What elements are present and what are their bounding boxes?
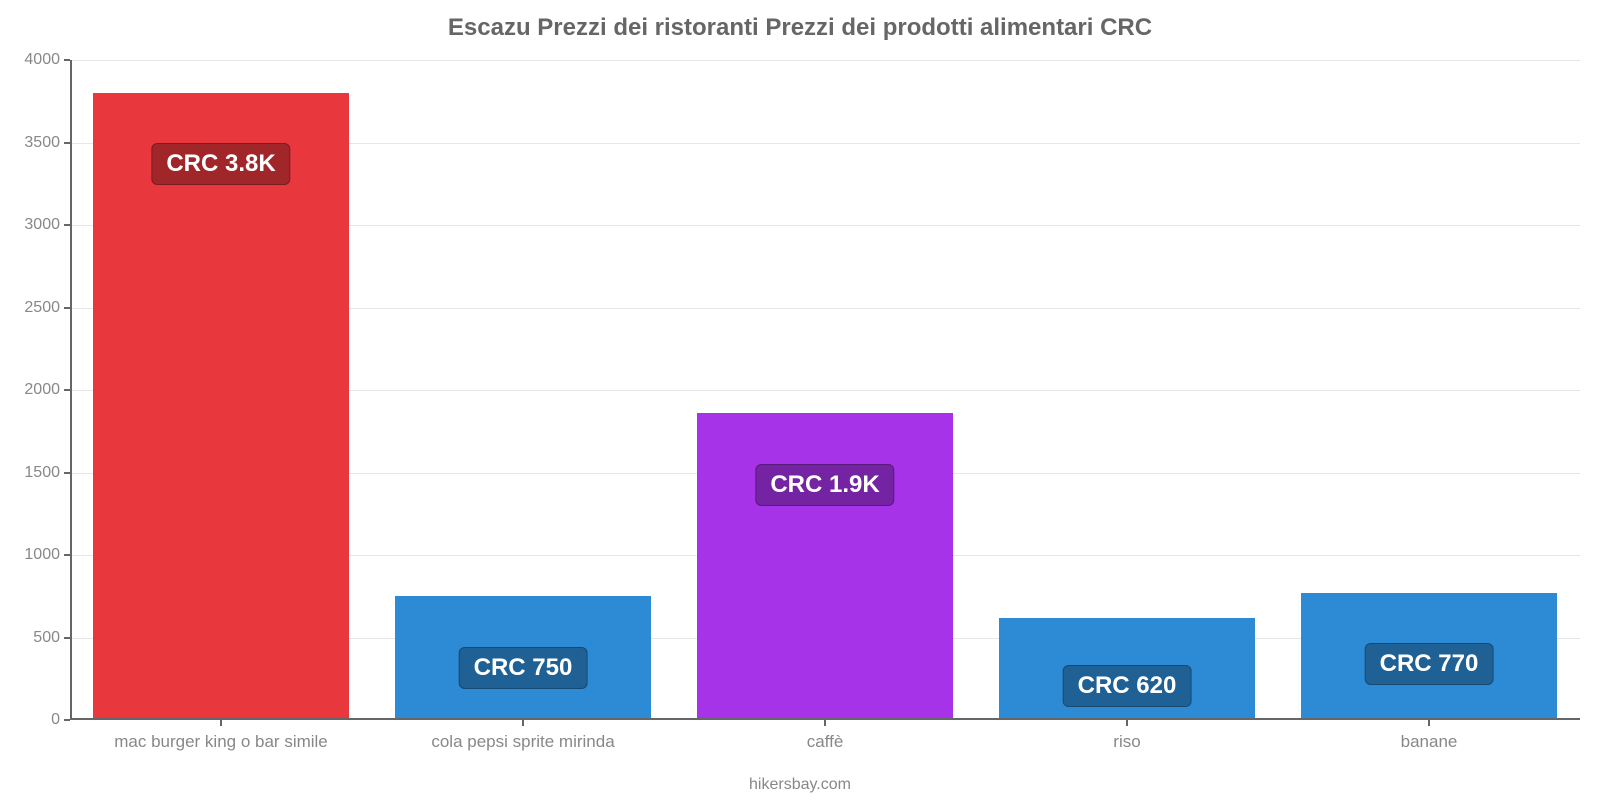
y-tick-label: 3000 xyxy=(24,216,60,234)
value-badge: CRC 620 xyxy=(1063,665,1192,707)
attribution-text: hikersbay.com xyxy=(749,776,851,794)
value-badge: CRC 3.8K xyxy=(151,143,290,185)
y-tick-mark xyxy=(64,472,70,474)
bar-slot: CRC 3.8Kmac burger king o bar simile xyxy=(70,60,372,720)
y-axis xyxy=(70,60,72,720)
y-tick-mark xyxy=(64,224,70,226)
y-tick-label: 3500 xyxy=(24,134,60,152)
bar-slot: CRC 770banane xyxy=(1278,60,1580,720)
x-tick-mark xyxy=(824,720,826,726)
bar-slot: CRC 1.9Kcaffè xyxy=(674,60,976,720)
y-tick-label: 1000 xyxy=(24,546,60,564)
value-badge: CRC 770 xyxy=(1365,643,1494,685)
bar-slot: CRC 750cola pepsi sprite mirinda xyxy=(372,60,674,720)
chart-title: Escazu Prezzi dei ristoranti Prezzi dei … xyxy=(0,0,1600,42)
y-tick-mark xyxy=(64,389,70,391)
y-tick-label: 0 xyxy=(51,711,60,729)
y-tick-label: 2500 xyxy=(24,299,60,317)
y-tick-label: 2000 xyxy=(24,381,60,399)
y-tick-mark xyxy=(64,719,70,721)
y-tick-mark xyxy=(64,307,70,309)
x-axis-label: riso xyxy=(1113,732,1140,752)
chart-area: CRC 3.8Kmac burger king o bar simileCRC … xyxy=(70,60,1580,720)
bars-container: CRC 3.8Kmac burger king o bar simileCRC … xyxy=(70,60,1580,720)
y-tick-mark xyxy=(64,142,70,144)
y-tick-mark xyxy=(64,637,70,639)
x-tick-mark xyxy=(522,720,524,726)
value-badge: CRC 1.9K xyxy=(755,464,894,506)
y-tick-label: 4000 xyxy=(24,51,60,69)
x-axis-label: banane xyxy=(1401,732,1458,752)
y-tick-mark xyxy=(64,59,70,61)
x-tick-mark xyxy=(1126,720,1128,726)
y-tick-label: 500 xyxy=(33,629,60,647)
x-tick-mark xyxy=(1428,720,1430,726)
x-tick-mark xyxy=(220,720,222,726)
y-tick-mark xyxy=(64,554,70,556)
plot-area: CRC 3.8Kmac burger king o bar simileCRC … xyxy=(70,60,1580,720)
x-axis xyxy=(70,718,1580,720)
x-axis-label: mac burger king o bar simile xyxy=(114,732,328,752)
bar xyxy=(697,413,954,720)
bar-slot: CRC 620riso xyxy=(976,60,1278,720)
y-tick-label: 1500 xyxy=(24,464,60,482)
x-axis-label: cola pepsi sprite mirinda xyxy=(431,732,614,752)
bar xyxy=(93,93,350,720)
x-axis-label: caffè xyxy=(807,732,844,752)
value-badge: CRC 750 xyxy=(459,647,588,689)
